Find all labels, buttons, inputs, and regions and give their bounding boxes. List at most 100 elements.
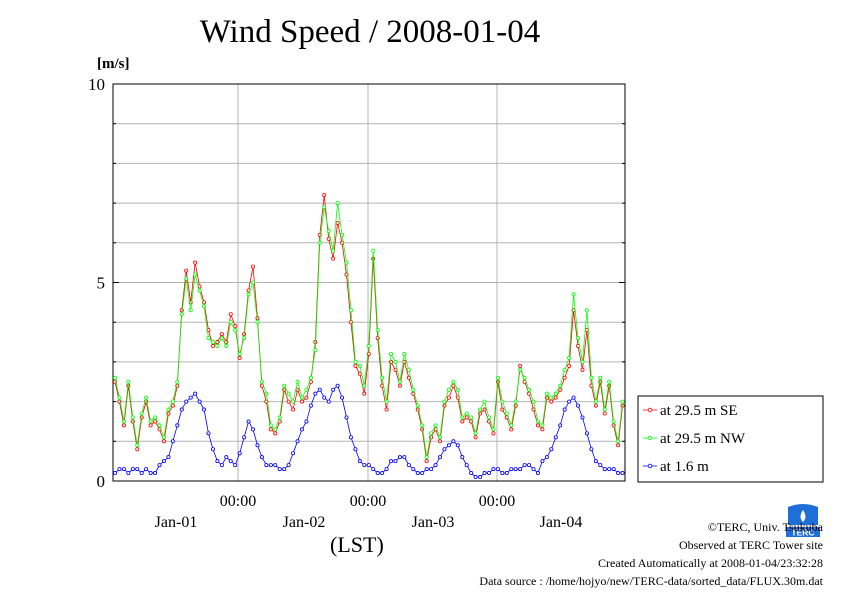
data-point [148,419,153,424]
data-point [540,423,545,428]
data-point [509,467,514,472]
data-point [291,399,296,404]
data-point [197,288,202,293]
data-point [580,415,585,420]
data-point [135,467,140,472]
data-point [567,355,572,360]
data-point [193,272,198,277]
data-point [584,431,589,436]
data-point [121,419,126,424]
data-point [473,475,478,480]
data-point [544,455,549,460]
data-point [469,415,474,420]
data-point [206,336,211,341]
data-point [184,268,189,273]
data-point [357,459,362,464]
data-point [251,264,256,269]
data-point [455,443,460,448]
data-point [406,463,411,468]
data-point [308,375,313,380]
data-point [268,463,273,468]
series-line [114,203,623,458]
data-point [362,383,367,388]
legend-box [637,395,824,483]
data-point [411,467,416,472]
data-point [130,467,135,472]
data-point [429,467,434,472]
data-point [567,363,572,368]
data-point [161,459,166,464]
data-point [233,328,238,333]
data-point [616,471,621,476]
data-point [397,383,402,388]
data-point [313,391,318,396]
data-point [406,367,411,372]
data-point [282,467,287,472]
observed-text: Observed at TERC Tower site [678,538,823,552]
data-point [179,407,184,412]
data-point [246,292,251,297]
data-point [482,471,487,476]
data-point [518,367,523,372]
x-tick-label: 00:00 [350,493,386,510]
data-point [558,423,563,428]
data-point [589,375,594,380]
data-point [473,435,478,440]
data-point [549,399,554,404]
data-point [464,411,469,416]
data-point [335,201,340,206]
data-point [153,471,158,476]
data-point [219,463,224,468]
data-point [522,463,527,468]
data-point [478,475,483,480]
data-point [237,355,242,360]
data-point [500,399,505,404]
data-point [473,431,478,436]
data-point [251,280,256,285]
data-point [304,395,309,400]
data-point [210,447,215,452]
data-point [317,240,322,245]
data-point [411,387,416,392]
data-point [460,455,465,460]
data-point [491,427,496,432]
data-point [420,423,425,428]
data-point [375,471,380,476]
data-point [451,383,456,388]
data-point [175,379,180,384]
legend-marker [647,407,653,413]
data-point [562,367,567,372]
data-point [184,399,189,404]
data-point [161,439,166,444]
data-point [282,383,287,388]
data-point [170,403,175,408]
data-point [438,435,443,440]
data-point [215,459,220,464]
data-point [424,459,429,464]
data-point [353,447,358,452]
data-point [553,391,558,396]
data-point [380,375,385,380]
data-point [464,463,469,468]
data-point [397,379,402,384]
data-point [228,312,233,317]
data-point [335,220,340,225]
data-point [491,431,496,436]
data-point [531,399,536,404]
data-point [446,395,451,400]
data-point [442,447,447,452]
data-point [308,403,313,408]
terc-logo: TERC [782,503,824,539]
data-point [518,467,523,472]
y-axis-unit: [m/s] [97,56,130,72]
data-point [549,447,554,452]
data-point [299,427,304,432]
data-point [553,435,558,440]
data-point [486,471,491,476]
data-point [299,395,304,400]
data-point [362,463,367,468]
data-point [446,443,451,448]
data-point [593,399,598,404]
data-point [130,415,135,420]
